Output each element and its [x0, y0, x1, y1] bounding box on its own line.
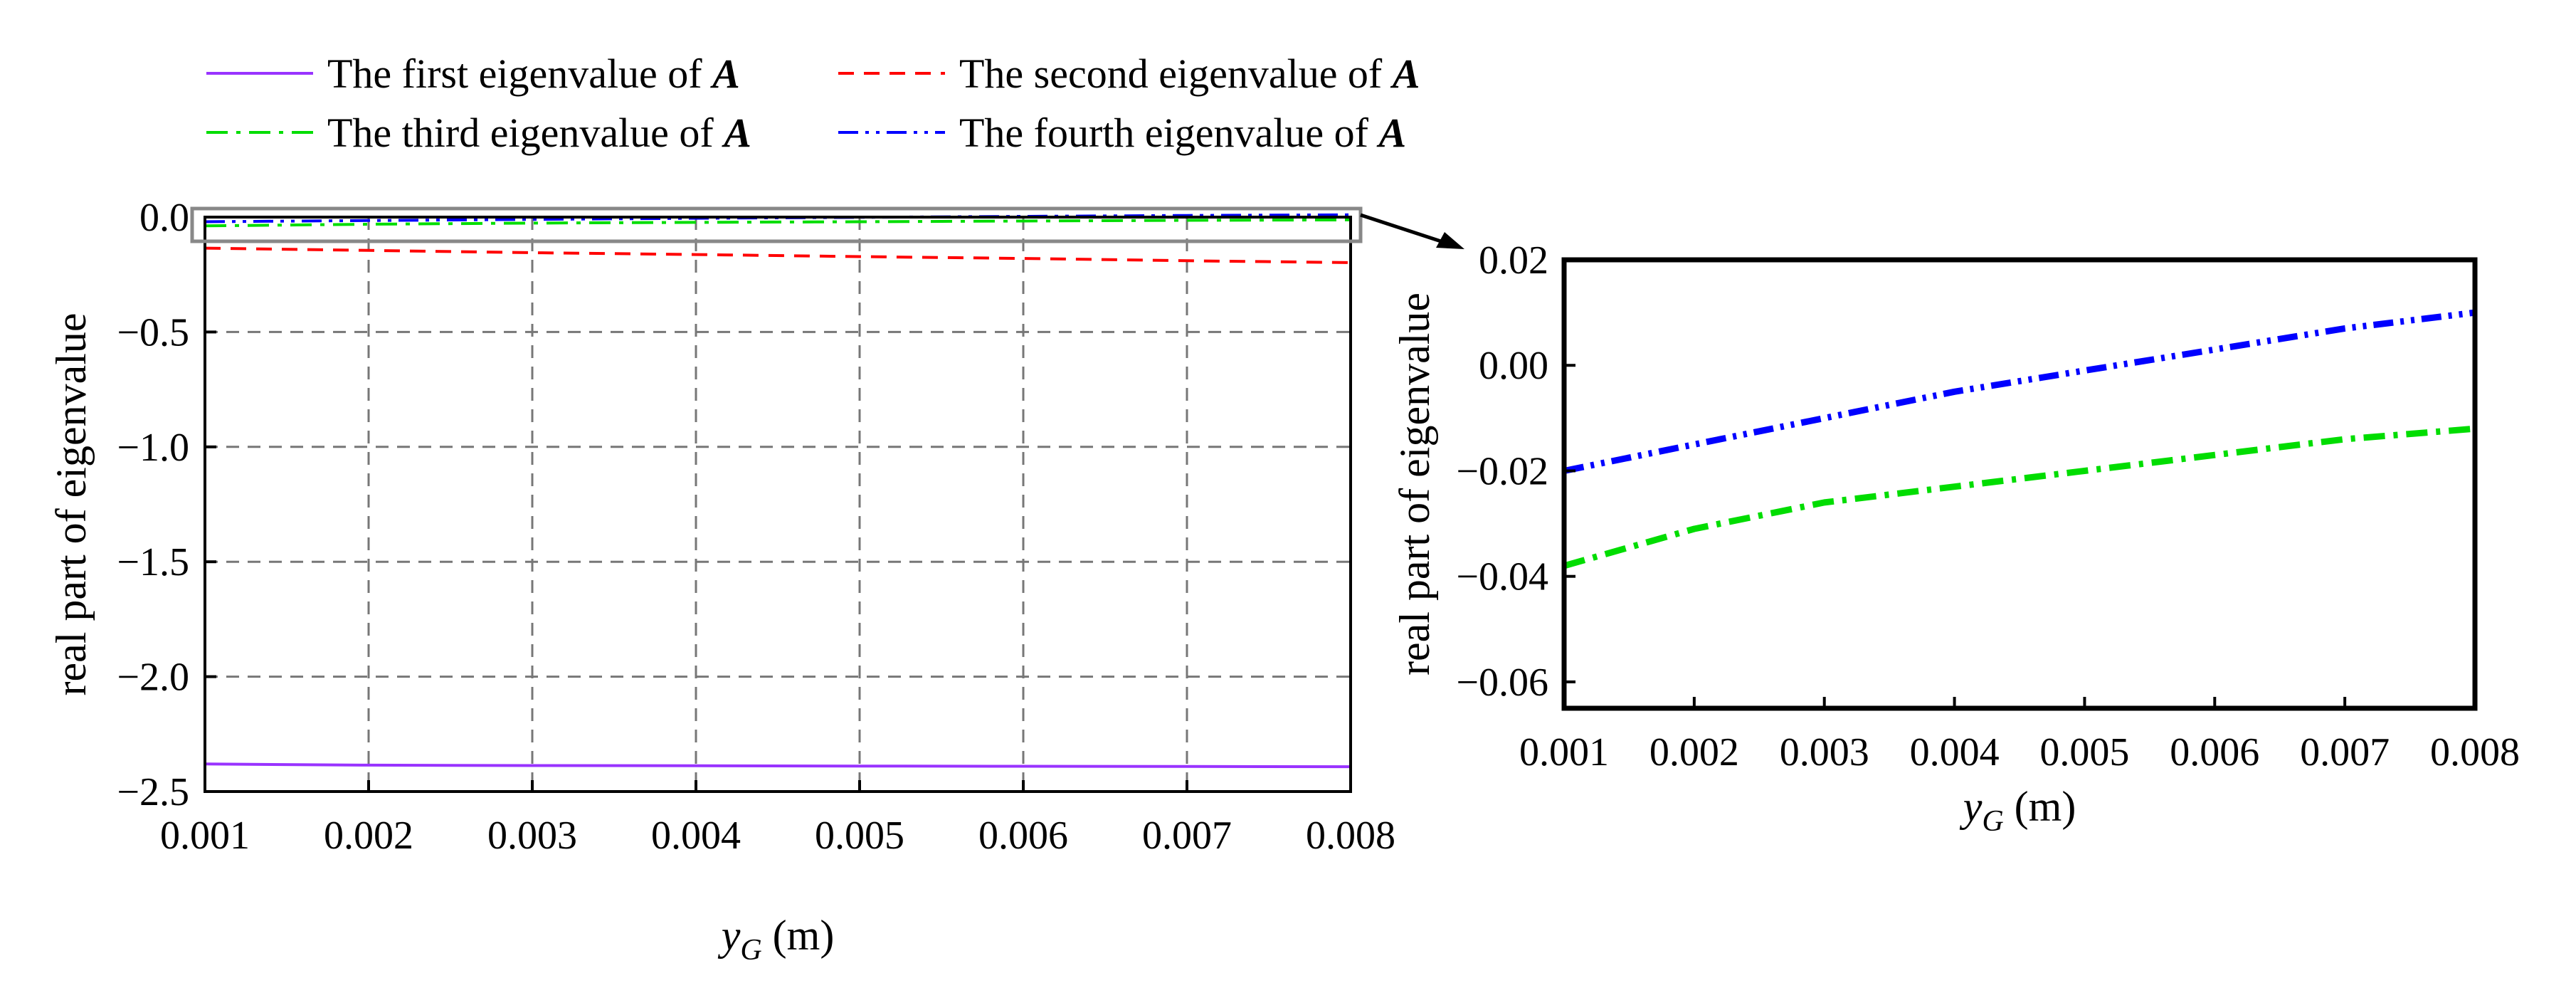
zoom-connector [190, 206, 1464, 249]
plot-frame [204, 216, 1352, 793]
series-line-3 [204, 218, 1351, 228]
y-tick-label: −2.0 [117, 656, 189, 700]
x-tick-label: 0.005 [815, 814, 904, 858]
x-tick-label: 0.001 [1519, 730, 1609, 774]
legend-label-4: The fourth eigenvalue of A [959, 110, 1406, 156]
zoom-arrow-line [1360, 213, 1444, 244]
legend-label-1: The first eigenvalue of A [327, 51, 740, 97]
x-tick-label: 0.007 [1142, 814, 1232, 858]
series-line-1 [204, 762, 1351, 769]
y-tick-label: −2.5 [117, 770, 189, 814]
y-tick-label: −0.02 [1456, 449, 1548, 493]
x-tick-label: 0.002 [324, 814, 413, 858]
y-tick-label: 0.0 [139, 196, 189, 240]
x-tick-label: 0.008 [2430, 730, 2520, 774]
x-axis-title: yG (m) [1959, 783, 2076, 838]
x-tick-label: 0.005 [2039, 730, 2129, 774]
x-tick-label: 0.006 [978, 814, 1068, 858]
zoom-chart: 0.001 0.002 0.003 0.004 0.005 0.006 0.007 0.008… [1391, 238, 2520, 838]
y-tick-label: −0.5 [117, 310, 189, 354]
x-tick-label: 0.003 [487, 814, 577, 858]
legend-label-3: The third eigenvalue of A [327, 110, 751, 156]
y-tick-label: −1.5 [117, 540, 189, 584]
x-axis-title: yG (m) [717, 912, 835, 967]
plot-frame [1561, 257, 2478, 711]
y-tick-label: −0.04 [1456, 555, 1548, 599]
legend: The first eigenvalue of A The second eige… [206, 51, 1420, 156]
x-tick-label: 0.002 [1649, 730, 1739, 774]
x-tick-label: 0.008 [1306, 814, 1395, 858]
y-axis-title: real part of eigenvalue [1391, 293, 1438, 676]
y-axis-title: real part of eigenvalue [48, 312, 95, 695]
x-tick-label: 0.007 [2300, 730, 2390, 774]
x-tick-label: 0.001 [160, 814, 250, 858]
series-line-1 [1563, 425, 2476, 569]
main-chart: 0.001 0.002 0.003 0.004 0.005 0.006 0.007 0.008… [48, 196, 1395, 967]
x-tick-label: 0.003 [1780, 730, 1869, 774]
y-tick-label: −1.0 [117, 426, 189, 470]
series-line-2 [1563, 309, 2476, 474]
series-line-2 [204, 246, 1351, 264]
y-tick-label: 0.02 [1479, 238, 1548, 283]
x-tick-label: 0.004 [1910, 730, 2000, 774]
zoom-arrow-head [1436, 232, 1464, 249]
zoom-region-box [190, 206, 1363, 243]
legend-label-2: The second eigenvalue of A [959, 51, 1420, 97]
x-tick-label: 0.004 [651, 814, 741, 858]
x-tick-label: 0.006 [2170, 730, 2259, 774]
y-tick-label: 0.00 [1479, 344, 1548, 388]
y-tick-label: −0.06 [1456, 661, 1548, 705]
